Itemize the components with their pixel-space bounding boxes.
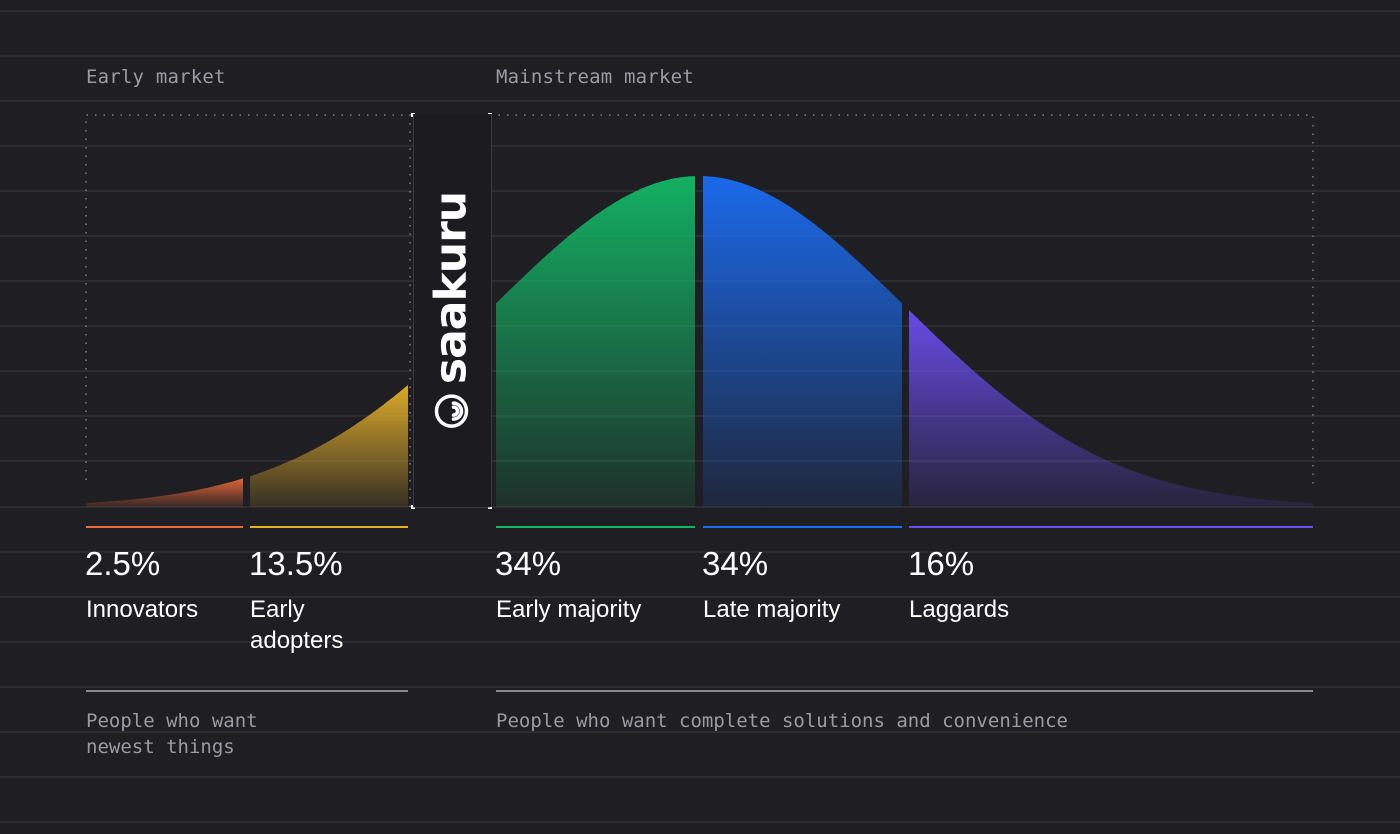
brand-logo: saakuru <box>426 192 477 428</box>
curve-segments <box>86 176 1313 507</box>
segment-area-early-adopters <box>250 385 408 507</box>
segment-area-late-majority <box>703 176 902 507</box>
early-market-description: People who want newest things <box>86 710 258 758</box>
market-frames <box>85 114 1314 507</box>
early-majority-underline <box>496 526 695 528</box>
innovators-name: Innovators <box>86 596 199 623</box>
innovators-percent: 2.5% <box>85 545 161 582</box>
laggards-percent: 16% <box>908 545 975 582</box>
mainstream-market-label: Mainstream market <box>496 66 694 88</box>
mainstream-market-divider <box>496 690 1313 692</box>
laggards-name: Laggards <box>909 596 1010 623</box>
early-majority-percent: 34% <box>495 545 562 582</box>
early-market-frame <box>85 114 411 507</box>
segment-area-innovators <box>86 478 243 507</box>
laggards-underline <box>909 526 1313 528</box>
early-market-label: Early market <box>86 66 226 88</box>
brand-divider-bar <box>413 114 492 507</box>
mainstream-market-description: People who want complete solutions and c… <box>496 710 1068 732</box>
late-majority-underline <box>703 526 902 528</box>
saakuru-logo-icon <box>434 394 468 428</box>
brand-name: saakuru <box>425 191 477 385</box>
segment-area-early-majority <box>496 176 695 507</box>
late-majority-name: Late majority <box>703 596 841 623</box>
early-majority-name: Early majority <box>496 596 642 623</box>
early-adopters-underline <box>250 526 408 528</box>
early-adopters-name: Early adopters <box>250 596 344 654</box>
innovators-underline <box>86 526 243 528</box>
late-majority-percent: 34% <box>702 545 769 582</box>
early-market-divider <box>86 690 408 692</box>
segment-area-laggards <box>909 310 1313 507</box>
early-adopters-percent: 13.5% <box>249 545 343 582</box>
